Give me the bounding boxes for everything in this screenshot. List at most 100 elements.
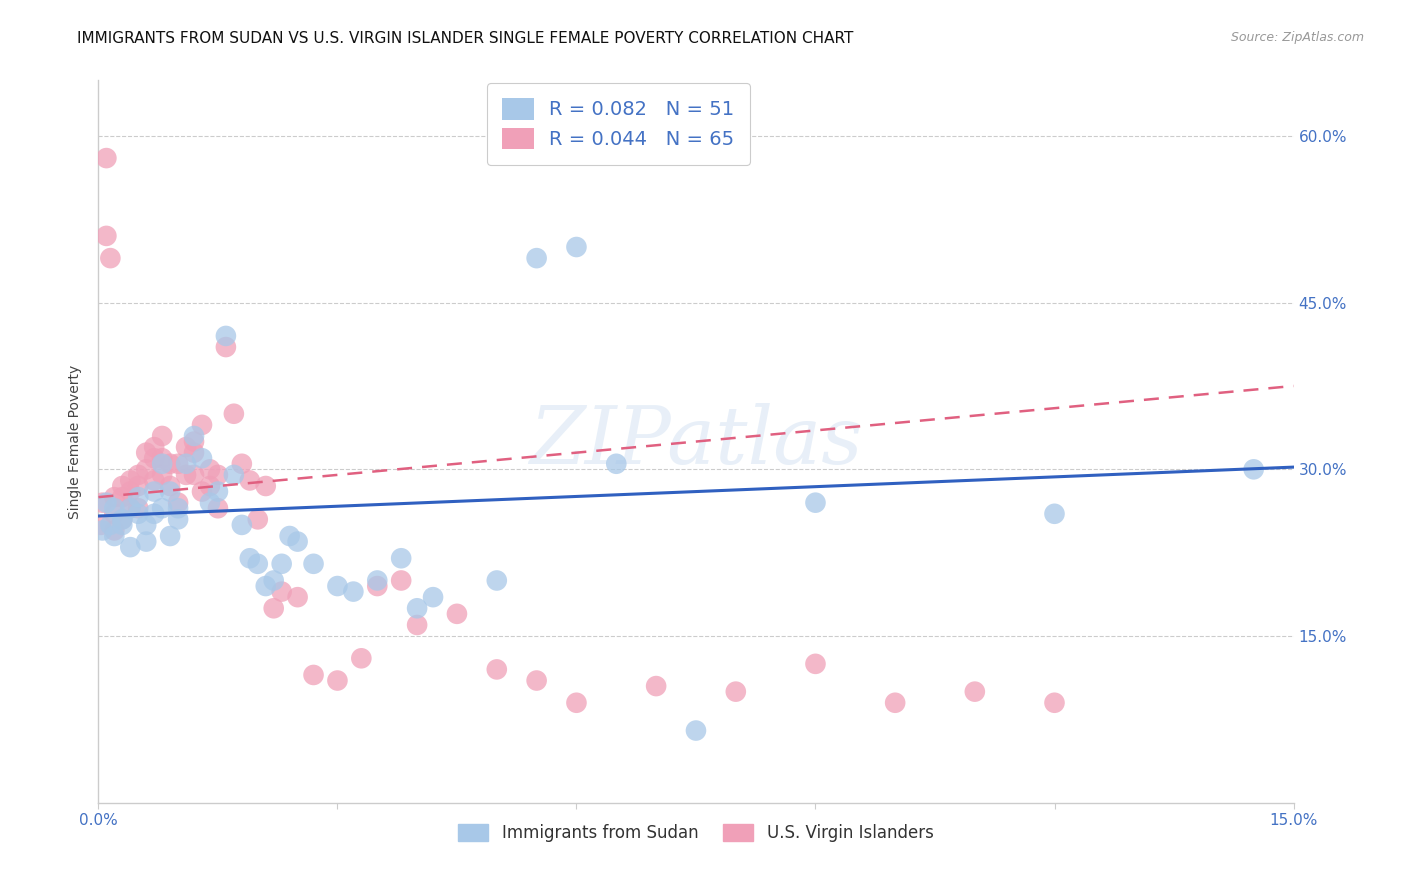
Point [127, 467, 149, 482]
Point [389, 551, 412, 566]
Point [685, 723, 707, 738]
Point [111, 517, 134, 532]
Point [804, 496, 827, 510]
Point [198, 479, 221, 493]
Point [804, 657, 827, 671]
Point [159, 457, 181, 471]
Point [174, 440, 197, 454]
Point [605, 457, 627, 471]
Point [526, 673, 548, 688]
Point [167, 501, 190, 516]
Point [167, 512, 190, 526]
Point [103, 501, 125, 516]
Point [215, 340, 238, 354]
Point [127, 490, 149, 504]
Point [183, 467, 205, 482]
Point [98, 251, 122, 265]
Point [143, 474, 166, 488]
Point [150, 457, 173, 471]
Point [143, 484, 166, 499]
Point [96, 228, 118, 243]
Point [963, 684, 986, 698]
Point [263, 574, 285, 588]
Point [159, 529, 181, 543]
Point [239, 551, 262, 566]
Point [150, 501, 173, 516]
Point [143, 451, 166, 466]
Point [120, 540, 142, 554]
Point [246, 512, 269, 526]
Point [254, 479, 277, 493]
Point [191, 451, 214, 466]
Point [111, 512, 134, 526]
Point [565, 240, 588, 254]
Point [183, 445, 205, 459]
Point [143, 440, 166, 454]
Point [231, 517, 253, 532]
Point [207, 484, 229, 499]
Point [135, 462, 157, 476]
Point [287, 534, 309, 549]
Point [326, 579, 349, 593]
Point [96, 151, 118, 165]
Point [278, 529, 301, 543]
Point [645, 679, 668, 693]
Point [446, 607, 468, 621]
Point [263, 601, 285, 615]
Point [150, 429, 173, 443]
Point [270, 584, 292, 599]
Point [143, 507, 166, 521]
Point [366, 579, 388, 593]
Point [183, 429, 205, 443]
Point [287, 590, 309, 604]
Point [222, 407, 245, 421]
Point [103, 490, 125, 504]
Point [406, 601, 429, 615]
Point [98, 517, 122, 532]
Point [159, 484, 181, 499]
Point [485, 662, 508, 676]
Point [111, 479, 134, 493]
Point [207, 467, 229, 482]
Point [159, 479, 181, 493]
Point [174, 457, 197, 471]
Point [342, 584, 364, 599]
Point [174, 467, 197, 482]
Point [191, 484, 214, 499]
Point [120, 501, 142, 516]
Point [724, 684, 747, 698]
Point [135, 517, 157, 532]
Point [198, 496, 221, 510]
Point [91, 496, 114, 510]
Point [350, 651, 373, 665]
Point [120, 484, 142, 499]
Point [111, 512, 134, 526]
Point [485, 574, 508, 588]
Point [120, 501, 142, 516]
Point [135, 445, 157, 459]
Point [127, 501, 149, 516]
Point [103, 529, 125, 543]
Point [222, 467, 245, 482]
Point [207, 501, 229, 516]
Point [1243, 462, 1265, 476]
Point [406, 618, 429, 632]
Point [302, 557, 325, 571]
Point [246, 557, 269, 571]
Point [254, 579, 277, 593]
Point [127, 479, 149, 493]
Point [366, 574, 388, 588]
Point [120, 474, 142, 488]
Point [103, 507, 125, 521]
Point [526, 251, 548, 265]
Point [135, 534, 157, 549]
Point [389, 574, 412, 588]
Point [215, 329, 238, 343]
Point [1043, 507, 1066, 521]
Point [302, 668, 325, 682]
Point [183, 434, 205, 449]
Point [422, 590, 444, 604]
Point [198, 462, 221, 476]
Point [326, 673, 349, 688]
Point [103, 524, 125, 538]
